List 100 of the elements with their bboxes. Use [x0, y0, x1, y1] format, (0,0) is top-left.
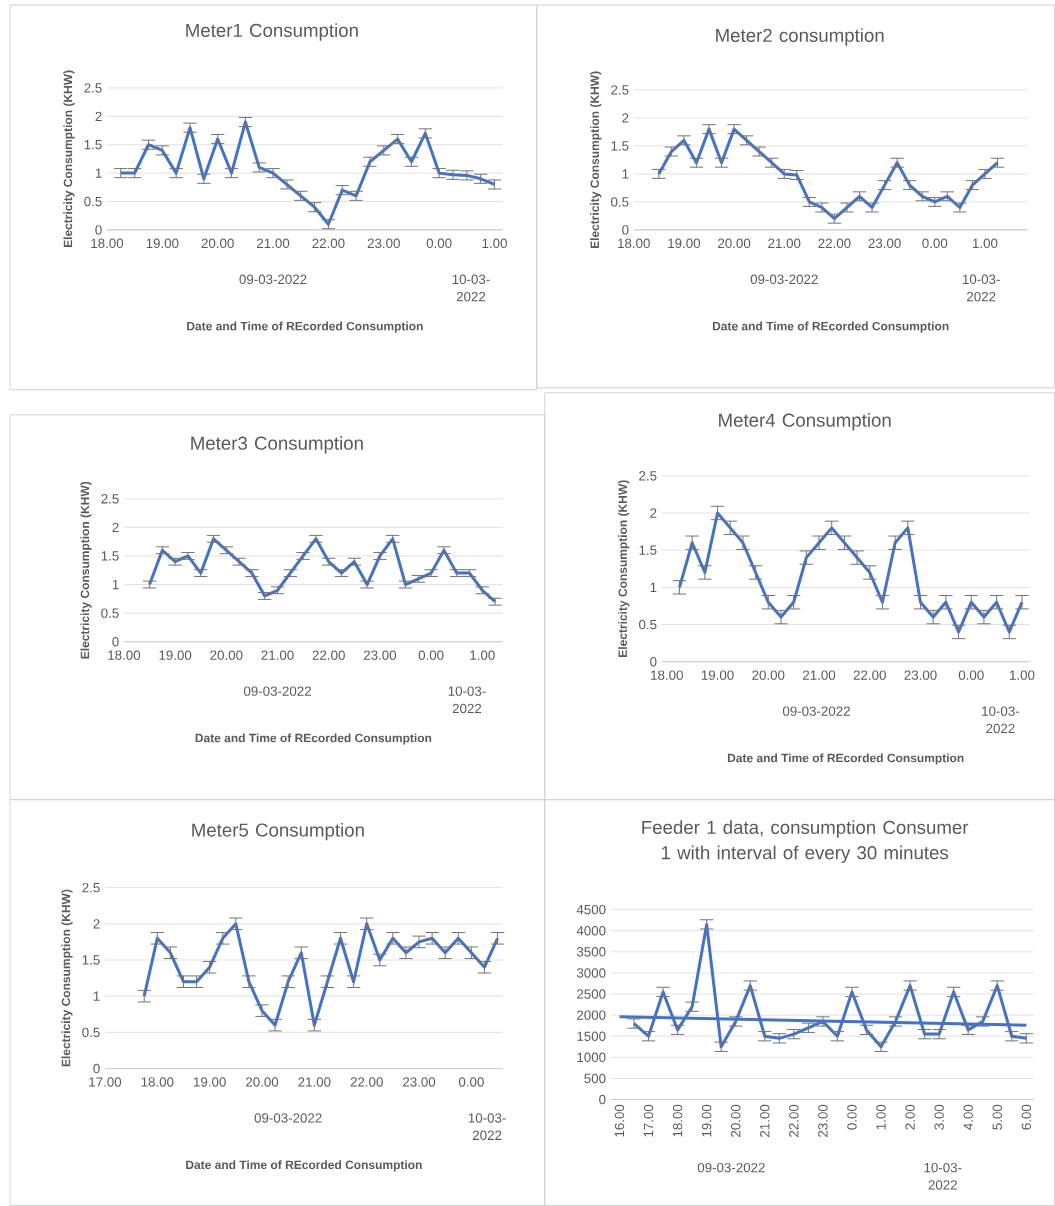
- y-tick-label: 2500: [577, 989, 606, 999]
- y-tick-label: 1.5: [639, 545, 657, 555]
- y-axis-title: Electricity Consumption (KHW): [61, 889, 73, 1067]
- y-tick-label: 3000: [576, 968, 606, 978]
- x-tick-label: 21.00: [768, 238, 801, 249]
- x-tick-label: 22.00: [818, 238, 851, 249]
- x-tick-label: 23.00: [363, 650, 397, 660]
- y-tick-label: 2.5: [84, 83, 102, 93]
- y-tick-label: 1: [622, 169, 629, 179]
- x-tick-label: 5.00: [992, 1104, 1002, 1130]
- text: 09-03-2022: [782, 706, 850, 716]
- x-tick-label: 2.00: [905, 1104, 915, 1130]
- x-tick-label: 18.00: [91, 238, 124, 249]
- x-tick-label: 22.00: [312, 650, 345, 660]
- y-tick-label: 2: [622, 113, 629, 123]
- x-tick-label: 17.00: [89, 1077, 122, 1087]
- x-tick-label: 19.00: [668, 238, 701, 249]
- x-tick-label: 4.00: [963, 1104, 973, 1130]
- x-tick-label: 19.00: [159, 650, 192, 660]
- x-tick-label: 1.00: [876, 1104, 886, 1130]
- x-tick-label: 22.00: [312, 238, 345, 249]
- y-tick-label: 2: [650, 508, 657, 518]
- x-tick-label: 3.00: [934, 1104, 944, 1130]
- y-tick-label: 0: [650, 657, 657, 667]
- text: 09-03-2022: [243, 686, 311, 696]
- y-tick-label: 4000: [576, 926, 606, 936]
- y-tick-label: 2000: [577, 1010, 606, 1020]
- x-tick-label: 19.00: [701, 670, 734, 680]
- x-tick-label: 0.00: [426, 238, 452, 249]
- x-tick-label: 6.00: [1021, 1104, 1031, 1130]
- x-tick-label: 21.00: [261, 650, 294, 660]
- y-tick-label: 500: [584, 1073, 606, 1084]
- x-tick-label: 21.00: [760, 1104, 770, 1137]
- y-tick-label: 0.5: [611, 197, 629, 207]
- text: 10-03-2022: [452, 274, 490, 302]
- text: 10-03-2022: [448, 686, 486, 714]
- y-tick-label: 2.5: [611, 85, 629, 95]
- x-tick-label: 21.00: [257, 238, 290, 249]
- text: 09-03-2022: [697, 1162, 765, 1173]
- x-tick-label: 1.00: [1010, 670, 1035, 680]
- x-tick-label: 0.00: [958, 670, 984, 680]
- y-tick-label: 3500: [576, 947, 606, 957]
- x-tick-label: 18.00: [141, 1077, 174, 1087]
- x-tick-label: 19.00: [701, 1104, 712, 1137]
- text: 10-03-2022: [468, 1113, 506, 1140]
- text: 09-03-2022: [254, 1113, 322, 1123]
- x-tick-label: 23.00: [868, 238, 901, 249]
- y-tick-label: 0.5: [82, 1027, 100, 1038]
- text: 09-03-2022: [239, 274, 307, 285]
- x-tick-label: 19.00: [146, 238, 179, 249]
- x-tick-label: 16.00: [614, 1104, 625, 1137]
- x-tick-label: 21.00: [298, 1077, 331, 1087]
- y-tick-label: 0: [622, 225, 629, 235]
- y-tick-label: 2.5: [639, 471, 657, 481]
- x-tick-label: 19.00: [193, 1077, 226, 1087]
- x-tick-label: 20.00: [730, 1104, 741, 1137]
- x-tick-label: 0.00: [458, 1077, 484, 1087]
- y-tick-label: 2.5: [82, 882, 100, 893]
- y-tick-label: 0: [112, 637, 119, 647]
- x-tick-label: 20.00: [752, 670, 785, 680]
- text: 10-03-2022: [924, 1162, 962, 1190]
- y-tick-label: 1: [650, 582, 657, 592]
- chart-title: Meter3 Consumption: [191, 436, 363, 454]
- x-tick-label: 20.00: [201, 238, 234, 249]
- x-tick-label: 17.00: [643, 1104, 654, 1137]
- text: 09-03-2022: [750, 274, 818, 285]
- text: 10-03-2022: [962, 274, 1000, 302]
- y-tick-label: 2.5: [101, 494, 119, 504]
- y-tick-label: 1.5: [611, 141, 629, 151]
- y-axis-title: Electricity Consumption (KHW): [590, 71, 602, 249]
- chart-title: Meter2 consumption: [716, 28, 884, 46]
- x-tick-label: 23.00: [367, 238, 400, 249]
- y-tick-label: 1.5: [101, 551, 119, 561]
- x-tick-label: 20.00: [210, 650, 243, 660]
- x-tick-label: 23.00: [904, 670, 937, 680]
- x-tick-label: 20.00: [718, 238, 751, 249]
- x-tick-label: 0.00: [847, 1104, 857, 1130]
- chart-title: Meter5 Consumption: [192, 822, 364, 841]
- chart-title: Feeder 1 data, consumption Consumer 1 with interval of every 30 minutes: [642, 820, 969, 863]
- y-tick-label: 0: [95, 225, 102, 235]
- y-tick-label: 0.5: [638, 619, 657, 630]
- y-tick-label: 1500: [577, 1031, 606, 1041]
- y-tick-label: 1.5: [82, 955, 100, 965]
- x-tick-label: 21.00: [802, 670, 836, 680]
- x-tick-label: 0.00: [922, 238, 948, 249]
- y-tick-label: 1000: [577, 1052, 606, 1063]
- x-tick-label: 18.00: [651, 670, 683, 680]
- x-axis-title: Date and Time of REcorded Consumption: [727, 753, 964, 765]
- y-tick-label: 1: [93, 991, 100, 1001]
- x-tick-label: 1.00: [482, 238, 507, 249]
- x-tick-label: 1.00: [972, 238, 998, 249]
- y-tick-label: 2: [95, 111, 102, 121]
- x-tick-label: 18.00: [108, 650, 141, 660]
- x-axis-title: Date and Time of REcorded Consumption: [186, 1160, 422, 1172]
- x-tick-label: 22.00: [853, 670, 886, 680]
- y-axis-title: Electricity Consumption (KHW): [63, 70, 75, 248]
- x-axis-title: Date and Time of REcorded Consumption: [195, 733, 432, 745]
- x-tick-label: 20.00: [245, 1077, 279, 1087]
- y-tick-label: 4500: [576, 904, 606, 915]
- chart-title: Meter1 Consumption: [186, 23, 358, 41]
